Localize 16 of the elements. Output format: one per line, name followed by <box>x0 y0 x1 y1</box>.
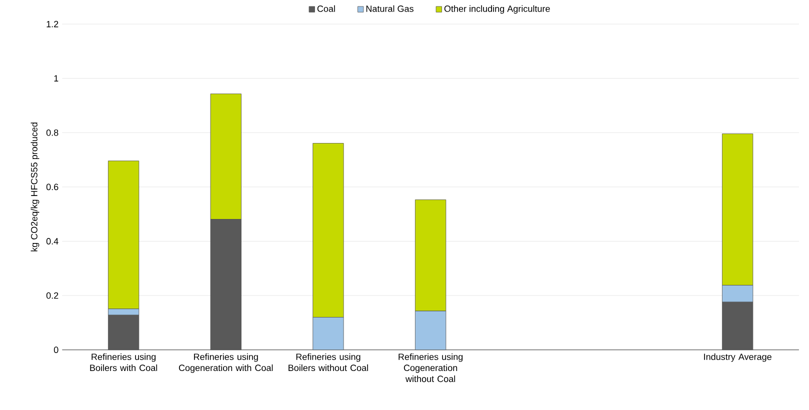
x-tick-label: Industry Average <box>704 353 772 362</box>
y-axis-title: kg CO2eq/kg HFCS55 produced <box>30 122 40 252</box>
legend-label: Coal <box>317 5 335 12</box>
legend-label: Other including Agriculture <box>444 5 550 14</box>
y-tick-label: 1.2 <box>46 20 58 28</box>
y-tick-label: 0.8 <box>46 129 58 136</box>
x-tick-label: Refineries using Cogeneration without Coal <box>398 353 463 382</box>
y-tick-label: 0.4 <box>46 238 58 244</box>
y-tick-label: 0.2 <box>46 292 58 299</box>
y-tick-label: 1 <box>54 75 58 82</box>
x-tick-label: Refineries using Boilers without Coal <box>288 353 368 372</box>
y-tick-label: 0.6 <box>46 184 58 190</box>
x-tick-label: Refineries using Boilers with Coal <box>90 353 158 372</box>
legend-label: Natural Gas <box>366 5 414 12</box>
y-tick-label: 0 <box>54 346 58 354</box>
x-tick-label: Refineries using Cogeneration with Coal <box>178 353 273 373</box>
